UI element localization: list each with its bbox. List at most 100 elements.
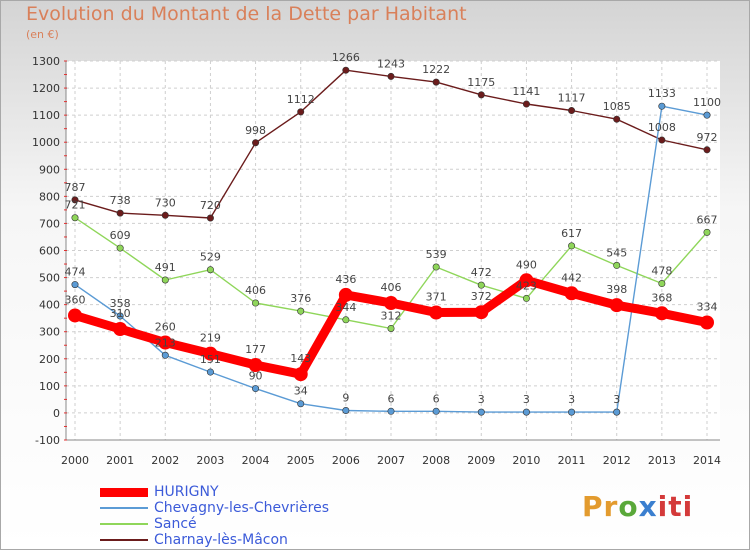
data-point xyxy=(116,312,124,320)
data-point xyxy=(477,408,485,416)
proxiti-logo: Proxiti xyxy=(582,490,693,523)
legend-swatch xyxy=(100,523,148,525)
logo-part: Pr xyxy=(582,490,619,523)
data-point xyxy=(206,368,214,376)
data-point xyxy=(342,316,350,324)
data-label: 371 xyxy=(426,290,447,303)
data-label: 1175 xyxy=(467,76,495,89)
data-label: 490 xyxy=(516,258,537,271)
y-tick-label: 500 xyxy=(39,272,60,285)
y-tick-label: 1200 xyxy=(32,82,60,95)
x-tick-label: 2000 xyxy=(61,454,89,467)
axes: -100 0 100 200 300 400 500 600 700 800 900 1000 1100… xyxy=(32,55,721,467)
data-label: 667 xyxy=(697,213,718,226)
x-tick-label: 2012 xyxy=(603,454,631,467)
data-point xyxy=(432,263,440,271)
data-label: 6 xyxy=(433,392,440,405)
data-point xyxy=(613,261,621,269)
legend-item: Chevagny-les-Chevrières xyxy=(100,500,329,516)
x-tick-label: 2007 xyxy=(377,454,405,467)
legend-item: Charnay-lès-Mâcon xyxy=(100,532,329,548)
data-labels: 787 738 730 720 998 1112 1266 1243 1222 1175 1141 1… xyxy=(65,51,722,406)
data-label: 406 xyxy=(381,281,402,294)
data-point xyxy=(568,408,576,416)
data-label: 1085 xyxy=(603,100,631,113)
data-point xyxy=(206,266,214,274)
legend-label: Chevagny-les-Chevrières xyxy=(154,500,329,516)
data-point xyxy=(248,358,263,373)
data-label: 478 xyxy=(651,265,672,278)
data-label: 151 xyxy=(200,353,221,366)
data-label: 143 xyxy=(290,352,311,365)
data-label: 1133 xyxy=(648,87,676,100)
chart-subtitle: (en €) xyxy=(26,28,59,41)
data-label: 1222 xyxy=(422,63,450,76)
data-point xyxy=(568,242,576,250)
data-point xyxy=(432,407,440,415)
data-point xyxy=(116,209,124,217)
x-tick-label: 2002 xyxy=(151,454,179,467)
data-point xyxy=(609,298,624,313)
data-label: 730 xyxy=(155,196,176,209)
data-point xyxy=(68,308,82,323)
data-label: 6 xyxy=(388,392,395,405)
data-point xyxy=(522,408,530,416)
y-tick-label: 200 xyxy=(39,353,60,366)
legend-label: HURIGNY xyxy=(154,484,219,500)
data-point xyxy=(519,273,534,288)
data-point xyxy=(161,351,169,359)
data-label: 721 xyxy=(65,199,86,212)
data-label: 787 xyxy=(65,181,86,194)
y-tick-label: 1000 xyxy=(32,136,60,149)
data-label: 406 xyxy=(245,284,266,297)
data-label: 312 xyxy=(381,309,402,322)
data-point xyxy=(297,307,305,315)
data-label: 998 xyxy=(245,124,266,137)
logo-part: iti xyxy=(657,490,694,523)
data-point xyxy=(252,385,260,393)
y-tick-label: 0 xyxy=(53,407,60,420)
data-point xyxy=(342,406,350,414)
data-label: 90 xyxy=(249,370,263,383)
data-point xyxy=(522,294,530,302)
legend-label: Sancé xyxy=(154,516,197,532)
data-label: 344 xyxy=(335,301,356,314)
data-label: 423 xyxy=(516,279,537,292)
y-tick-label: 700 xyxy=(39,217,60,230)
data-point xyxy=(432,78,440,86)
y-tick-label: 300 xyxy=(39,326,60,339)
data-point xyxy=(203,346,218,361)
x-tick-label: 2003 xyxy=(196,454,224,467)
data-point xyxy=(564,286,579,301)
data-label: 368 xyxy=(651,291,672,304)
data-label: 34 xyxy=(294,385,308,398)
legend-item: HURIGNY xyxy=(100,484,329,500)
data-point xyxy=(700,315,714,330)
data-label: 334 xyxy=(697,301,718,314)
data-point xyxy=(568,107,576,115)
data-label: 219 xyxy=(200,332,221,345)
data-point xyxy=(613,408,621,416)
x-tick-label: 2001 xyxy=(106,454,134,467)
data-point xyxy=(161,211,169,219)
logo-part: x xyxy=(638,490,658,523)
data-label: 3 xyxy=(478,393,485,406)
data-label: 738 xyxy=(110,194,131,207)
data-point xyxy=(703,111,711,119)
data-label: 177 xyxy=(245,343,266,356)
x-tick-label: 2009 xyxy=(467,454,495,467)
legend-swatch xyxy=(100,507,148,509)
y-tick-label: -100 xyxy=(35,434,60,447)
y-tick-label: 400 xyxy=(39,299,60,312)
data-point xyxy=(252,299,260,307)
data-label: 609 xyxy=(110,229,131,242)
x-tick-label: 2006 xyxy=(332,454,360,467)
data-point xyxy=(206,214,214,222)
x-tick-label: 2014 xyxy=(693,454,721,467)
data-point xyxy=(71,214,79,222)
data-point xyxy=(703,228,711,236)
data-label: 545 xyxy=(606,246,627,259)
data-point xyxy=(338,287,353,302)
data-point xyxy=(297,400,305,408)
